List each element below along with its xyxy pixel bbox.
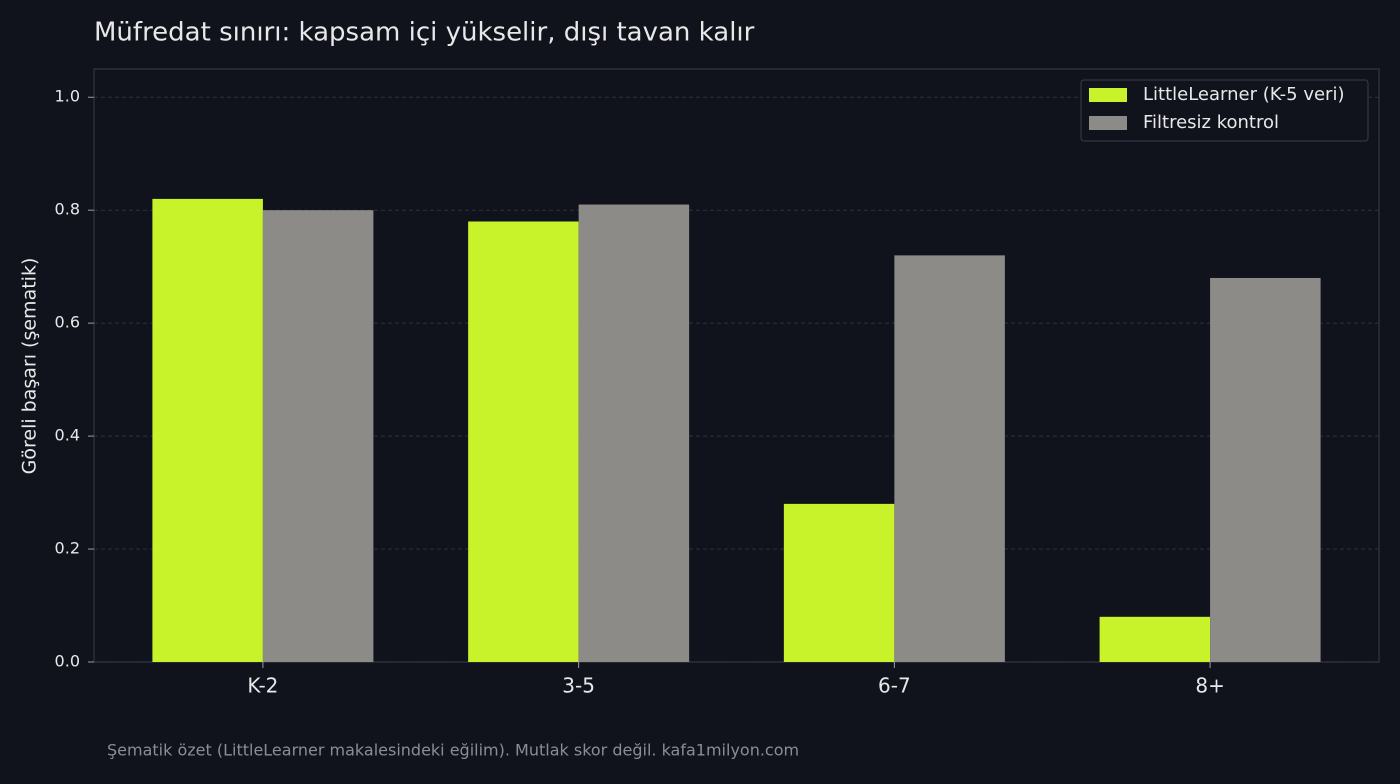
x-tick-label: K-2 bbox=[247, 674, 278, 698]
x-tick-label: 3-5 bbox=[562, 674, 595, 698]
y-tick-label: 0.4 bbox=[55, 426, 80, 445]
y-axis-label: Göreli başarı (şematik) bbox=[19, 258, 41, 475]
chart-title: Müfredat sınırı: kapsam içi yükselir, dı… bbox=[94, 18, 755, 48]
y-tick-label: 0.6 bbox=[55, 313, 80, 332]
legend-swatch bbox=[1089, 88, 1127, 102]
bar bbox=[468, 221, 579, 662]
y-tick-label: 0.8 bbox=[55, 200, 80, 219]
bar bbox=[262, 210, 374, 662]
plot-frame bbox=[93, 68, 1380, 663]
y-tick-label: 1.0 bbox=[55, 87, 80, 106]
bar bbox=[152, 198, 263, 662]
legend-swatch bbox=[1089, 116, 1127, 130]
bar bbox=[894, 255, 1005, 662]
bar bbox=[783, 503, 895, 662]
bar bbox=[578, 204, 690, 663]
legend-label: LittleLearner (K-5 veri) bbox=[1143, 84, 1344, 105]
bar bbox=[1099, 616, 1211, 662]
bar bbox=[1210, 277, 1321, 662]
legend-box bbox=[1080, 79, 1369, 142]
y-tick-label: 0.0 bbox=[55, 652, 80, 671]
footer-note: Şematik özet (LittleLearner makalesindek… bbox=[107, 741, 799, 760]
y-tick-label: 0.2 bbox=[55, 539, 80, 558]
x-tick-label: 6-7 bbox=[878, 674, 911, 698]
x-tick-label: 8+ bbox=[1195, 674, 1224, 698]
legend-label: Filtresiz kontrol bbox=[1143, 112, 1279, 133]
